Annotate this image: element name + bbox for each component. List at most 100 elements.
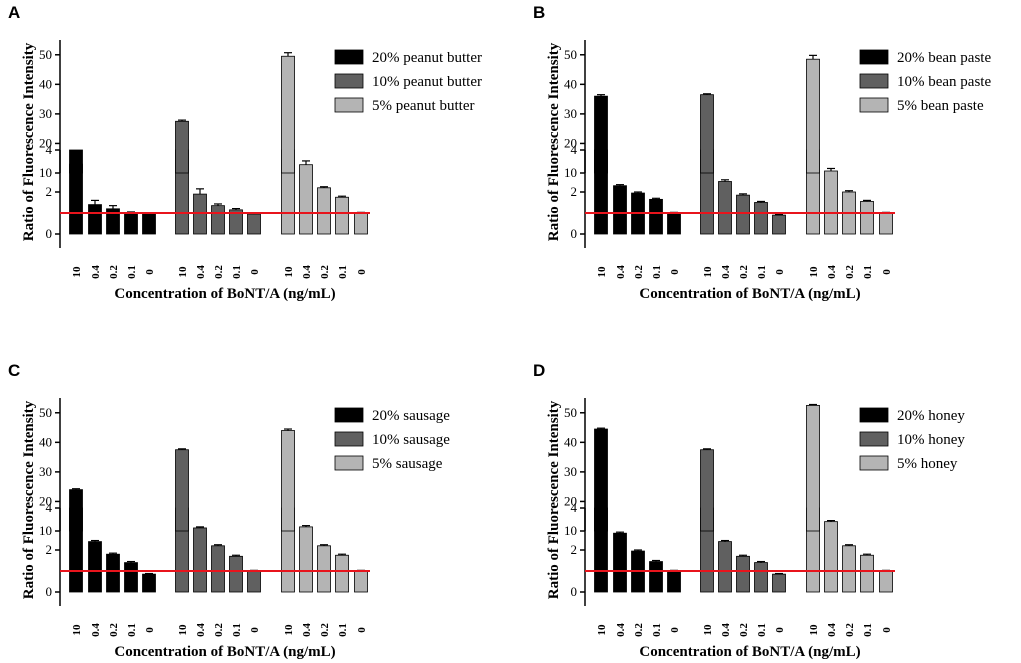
bar bbox=[124, 212, 138, 235]
x-tick-label: 10 bbox=[71, 624, 83, 636]
x-tick-label: 10 bbox=[596, 266, 608, 278]
bar bbox=[106, 553, 120, 593]
bar bbox=[299, 526, 313, 593]
y-tick-label: 40 bbox=[564, 434, 577, 449]
legend-swatch bbox=[859, 49, 889, 65]
bar bbox=[860, 201, 874, 235]
x-tick-label: 10 bbox=[808, 624, 820, 636]
x-tick-label: 0 bbox=[881, 269, 893, 275]
bar bbox=[175, 120, 189, 174]
legend-label: 20% honey bbox=[897, 408, 965, 424]
legend-swatch bbox=[859, 407, 889, 423]
x-tick-label: 0 bbox=[249, 269, 261, 275]
x-tick-label: 0 bbox=[144, 269, 156, 275]
x-tick-label: 0.1 bbox=[651, 265, 663, 279]
x-tick-label: 0 bbox=[356, 627, 368, 633]
x-tick-label: 10 bbox=[177, 266, 189, 278]
x-tick-label: 10 bbox=[283, 266, 295, 278]
x-tick-label: 0 bbox=[774, 269, 786, 275]
bar bbox=[700, 94, 714, 174]
y-tick-label: 0 bbox=[46, 584, 53, 599]
bar bbox=[667, 212, 681, 235]
bar bbox=[175, 449, 189, 532]
bar bbox=[281, 55, 295, 174]
bar bbox=[594, 428, 608, 532]
legend-swatch bbox=[334, 455, 364, 471]
panel-letter: A bbox=[8, 3, 20, 22]
y-tick-label: 2 bbox=[571, 184, 578, 199]
x-tick-label: 0 bbox=[774, 627, 786, 633]
legend-swatch bbox=[334, 73, 364, 89]
y-tick-label: 10 bbox=[39, 523, 52, 538]
x-tick-label: 10 bbox=[808, 266, 820, 278]
bar bbox=[124, 562, 138, 593]
x-tick-label: 0.2 bbox=[738, 623, 750, 637]
bar bbox=[193, 527, 207, 593]
bar bbox=[824, 170, 838, 235]
bar bbox=[229, 555, 243, 593]
legend-label: 20% sausage bbox=[372, 408, 450, 424]
bar bbox=[281, 430, 295, 532]
y-tick-label: 2 bbox=[46, 184, 53, 199]
y-tick-label: 40 bbox=[39, 76, 52, 91]
y-tick-label: 20 bbox=[39, 135, 52, 150]
y-tick-label: 20 bbox=[39, 493, 52, 508]
x-tick-label: 0.4 bbox=[90, 265, 102, 279]
x-tick-label: 0.4 bbox=[720, 623, 732, 637]
bar bbox=[736, 555, 750, 593]
x-tick-label: 0.4 bbox=[615, 265, 627, 279]
bar bbox=[211, 205, 225, 235]
legend-label: 10% peanut butter bbox=[372, 74, 482, 90]
bar bbox=[317, 187, 331, 235]
legend-label: 10% sausage bbox=[372, 432, 450, 448]
x-tick-label: 0.1 bbox=[126, 265, 138, 279]
x-tick-label: 0.2 bbox=[633, 265, 645, 279]
x-tick-label: 0.2 bbox=[108, 265, 120, 279]
bar bbox=[247, 213, 261, 235]
y-tick-label: 50 bbox=[564, 47, 577, 62]
y-tick-label: 30 bbox=[39, 106, 52, 121]
bar bbox=[88, 541, 102, 593]
y-axis-title: Ratio of Fluorescence Intensity bbox=[21, 42, 37, 241]
bar bbox=[718, 541, 732, 593]
y-tick-label: 4 bbox=[46, 500, 53, 515]
y-tick-label: 50 bbox=[564, 405, 577, 420]
x-tick-label: 0.4 bbox=[720, 265, 732, 279]
legend-label: 5% peanut butter bbox=[372, 98, 474, 114]
y-tick-label: 40 bbox=[39, 434, 52, 449]
bar bbox=[335, 196, 349, 235]
y-tick-label: 30 bbox=[39, 464, 52, 479]
x-tick-label: 0.1 bbox=[862, 623, 874, 637]
y-tick-label: 20 bbox=[564, 135, 577, 150]
x-tick-label: 10 bbox=[283, 624, 295, 636]
legend-swatch bbox=[334, 49, 364, 65]
bar bbox=[613, 532, 627, 593]
x-tick-label: 0.4 bbox=[90, 623, 102, 637]
panel-letter: D bbox=[533, 361, 545, 380]
y-tick-label: 10 bbox=[39, 165, 52, 180]
bar bbox=[142, 573, 156, 593]
x-tick-label: 0.2 bbox=[633, 623, 645, 637]
bar bbox=[247, 570, 261, 593]
bar bbox=[700, 449, 714, 532]
x-tick-label: 0.1 bbox=[231, 623, 243, 637]
legend-label: 20% peanut butter bbox=[372, 50, 482, 66]
x-tick-label: 10 bbox=[71, 266, 83, 278]
x-tick-label: 10 bbox=[177, 624, 189, 636]
x-tick-label: 0.1 bbox=[337, 623, 349, 637]
x-tick-label: 0.4 bbox=[301, 623, 313, 637]
legend-swatch bbox=[859, 97, 889, 113]
bar bbox=[317, 545, 331, 593]
bar bbox=[69, 149, 83, 235]
legend-label: 20% bean paste bbox=[897, 50, 991, 66]
bar bbox=[736, 194, 750, 235]
x-tick-label: 0.2 bbox=[108, 623, 120, 637]
bar bbox=[649, 198, 663, 235]
x-tick-label: 0.1 bbox=[862, 265, 874, 279]
y-tick-label: 50 bbox=[39, 405, 52, 420]
bar bbox=[335, 554, 349, 593]
legend-swatch bbox=[859, 73, 889, 89]
panel-b: B Ratio of Fluorescence Intensity Concentr… bbox=[533, 3, 991, 302]
panel-c: C Ratio of Fluorescence Intensity Concentr… bbox=[8, 361, 450, 660]
